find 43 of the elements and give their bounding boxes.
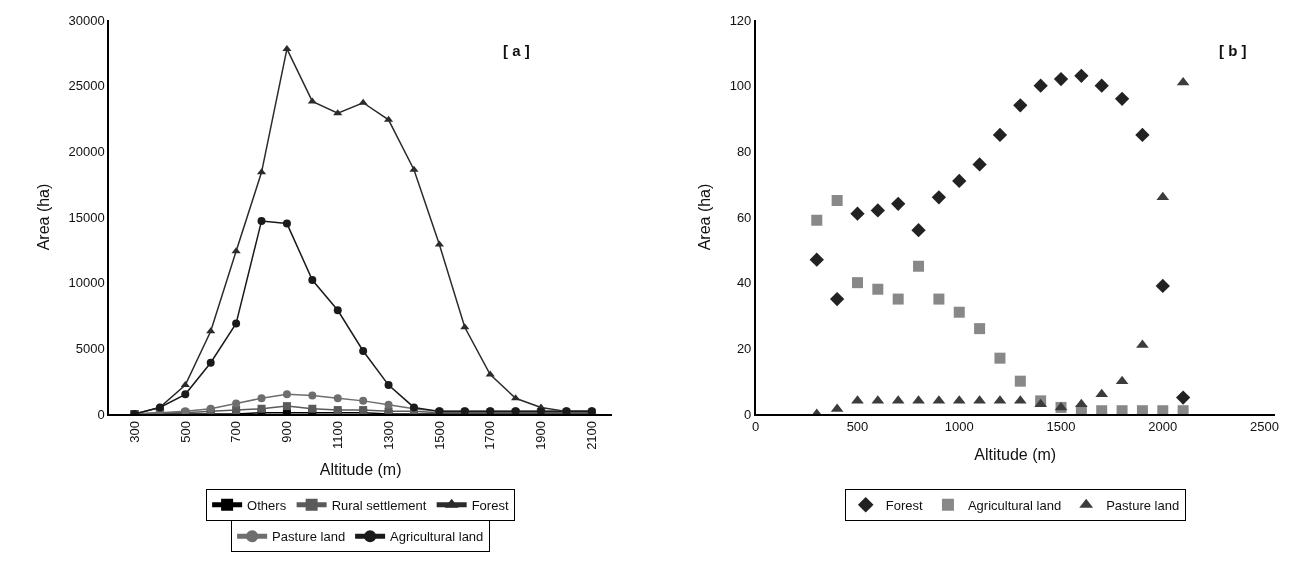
x-tick-label: 1100 (329, 420, 345, 449)
y-tick-label: 5000 (75, 340, 105, 356)
y-tick-label: 40 (736, 275, 752, 291)
y-tick-label: 25000 (68, 78, 105, 94)
x-axis-title: Altitude (m) (319, 461, 402, 479)
x-tick-label: 700 (228, 420, 244, 443)
x-tick-label: 2100 (584, 420, 600, 450)
legend-label: Rural settlement (331, 497, 427, 513)
legend-label: Agricultural land (967, 497, 1062, 513)
y-tick-label: 80 (736, 143, 752, 159)
x-tick-label: 1700 (482, 420, 498, 450)
x-tick-label: 1900 (533, 420, 549, 450)
legend-label: Forest (885, 497, 923, 513)
y-tick-label: 20 (736, 340, 752, 356)
x-axis-title: Altitude (m) (974, 445, 1057, 463)
x-tick-label: 1500 (431, 420, 447, 450)
x-tick-label: 500 (177, 420, 193, 443)
y-tick-label: 100 (729, 78, 752, 94)
y-tick-label: 20000 (68, 143, 105, 159)
annotation: [ b ] (1219, 42, 1247, 59)
y-tick-label: 60 (736, 209, 752, 225)
legend-label: Forest (471, 497, 509, 513)
y-tick-label: 10000 (68, 275, 105, 291)
x-tick-label: 900 (279, 420, 295, 443)
legend-label: Pasture land (272, 529, 346, 545)
x-tick-label: 500 (846, 419, 869, 435)
annotation: [ a ] (503, 42, 530, 59)
y-tick-label: 0 (744, 406, 752, 422)
x-tick-label: 1300 (380, 420, 396, 450)
x-tick-label: 1000 (944, 419, 974, 435)
x-tick-label: 1500 (1046, 419, 1076, 435)
x-tick-label: 300 (126, 420, 142, 443)
y-axis-title: Area (ha) (34, 183, 52, 251)
legend-label: Agricultural land (390, 529, 484, 545)
legend-label: Others (247, 497, 287, 513)
y-axis-title: Area (ha) (696, 183, 714, 251)
y-tick-label: 30000 (68, 12, 105, 28)
x-tick-label: 2000 (1148, 419, 1178, 435)
y-tick-label: 120 (729, 12, 752, 28)
x-tick-label: 2500 (1250, 419, 1280, 435)
y-tick-label: 15000 (68, 209, 105, 225)
legend-label: Pasture land (1106, 497, 1180, 513)
y-tick-label: 0 (97, 406, 105, 422)
